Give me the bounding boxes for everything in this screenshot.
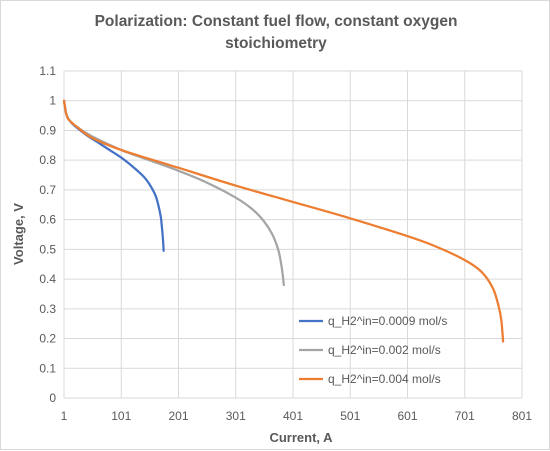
- x-tick-label: 701: [455, 409, 475, 423]
- y-tick-label: 0.6: [39, 213, 56, 227]
- x-tick-label: 201: [168, 409, 188, 423]
- gridlines: [63, 70, 523, 399]
- y-tick-label: 0.2: [39, 332, 56, 346]
- y-tick-label: 1.1: [39, 64, 56, 78]
- y-tick-label: 0.9: [39, 123, 56, 137]
- series-line-2: [62, 99, 285, 287]
- y-tick-label: 0.1: [39, 361, 56, 375]
- y-tick-label: 0.5: [39, 242, 56, 256]
- series-lines: [62, 99, 505, 343]
- legend-label-1: q_H2^in=0.0009 mol/s: [328, 314, 447, 328]
- y-axis-label: Voltage, V: [11, 203, 26, 265]
- x-tick-label: 301: [226, 409, 246, 423]
- y-tick-label: 0.8: [39, 153, 56, 167]
- x-axis-label: Current, A: [269, 430, 333, 445]
- legend: q_H2^in=0.0009 mol/s q_H2^in=0.002 mol/s q…: [299, 314, 447, 386]
- x-tick-label: 501: [340, 409, 360, 423]
- x-tick-label: 401: [283, 409, 303, 423]
- y-tick-label: 0.3: [39, 302, 56, 316]
- x-tick-labels: 1 101 201 301 401 501 601 701 801: [61, 409, 533, 423]
- x-tick-label: 101: [111, 409, 131, 423]
- legend-label-2: q_H2^in=0.002 mol/s: [328, 343, 441, 357]
- legend-label-3: q_H2^in=0.004 mol/s: [328, 372, 441, 386]
- y-tick-labels: 0 0.1 0.2 0.3 0.4 0.5 0.6 0.7 0.8 0.9 1 1.1: [39, 64, 56, 405]
- y-tick-label: 0.7: [39, 183, 56, 197]
- series-line-3: [62, 99, 505, 343]
- series-line-1: [62, 99, 165, 252]
- x-tick-label: 601: [397, 409, 417, 423]
- y-tick-label: 1: [49, 94, 56, 108]
- y-tick-label: 0.4: [39, 272, 56, 286]
- x-tick-label: 801: [512, 409, 532, 423]
- y-tick-label: 0: [49, 391, 56, 405]
- chart-title: Polarization: Constant fuel flow, consta…: [94, 13, 458, 52]
- x-tick-label: 1: [61, 409, 68, 423]
